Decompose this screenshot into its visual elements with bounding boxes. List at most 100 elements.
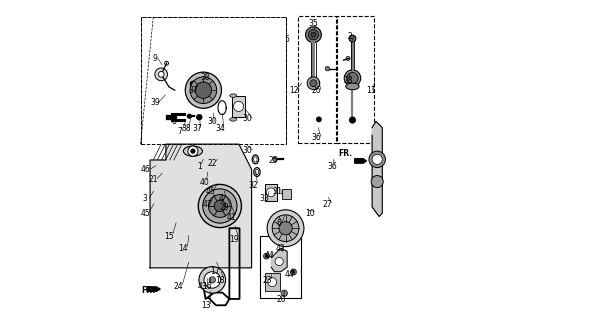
Text: 38: 38 <box>182 124 191 133</box>
Text: 20: 20 <box>277 295 287 304</box>
Circle shape <box>209 277 215 283</box>
Text: FR.: FR. <box>141 285 156 295</box>
Circle shape <box>279 221 292 235</box>
Bar <box>232 96 245 117</box>
Text: 12: 12 <box>289 86 299 95</box>
Circle shape <box>265 254 268 258</box>
Bar <box>282 188 291 199</box>
Text: 30: 30 <box>201 73 211 82</box>
Text: 35: 35 <box>308 19 318 28</box>
Bar <box>265 273 280 291</box>
Ellipse shape <box>230 94 237 97</box>
Text: 44: 44 <box>264 251 274 260</box>
Circle shape <box>233 101 244 111</box>
Circle shape <box>308 30 318 40</box>
Text: 11: 11 <box>366 86 375 95</box>
Circle shape <box>307 77 320 90</box>
Circle shape <box>190 81 196 87</box>
Text: 37: 37 <box>193 124 202 133</box>
Bar <box>140 17 287 144</box>
Text: 18: 18 <box>215 276 224 285</box>
Text: 23: 23 <box>263 276 272 285</box>
Text: 22: 22 <box>207 159 217 168</box>
Ellipse shape <box>230 118 237 121</box>
Text: 43: 43 <box>198 282 207 292</box>
Circle shape <box>371 176 383 188</box>
Ellipse shape <box>346 83 359 90</box>
Text: 5: 5 <box>284 35 289 44</box>
Circle shape <box>187 114 192 118</box>
Circle shape <box>185 72 221 108</box>
Text: 9: 9 <box>152 54 157 63</box>
Text: 30: 30 <box>242 114 252 123</box>
Circle shape <box>310 80 317 87</box>
Circle shape <box>325 67 330 71</box>
Bar <box>298 16 337 142</box>
Text: 7: 7 <box>178 127 183 136</box>
Text: 19: 19 <box>229 235 239 244</box>
Text: 29: 29 <box>220 203 230 212</box>
Circle shape <box>347 72 358 84</box>
Text: 25: 25 <box>269 156 279 164</box>
Text: 40: 40 <box>199 178 209 187</box>
Circle shape <box>214 200 226 212</box>
Text: 4: 4 <box>219 194 224 203</box>
Text: 32: 32 <box>249 181 258 190</box>
Circle shape <box>305 27 321 43</box>
Circle shape <box>281 290 288 296</box>
Text: 30: 30 <box>242 146 252 155</box>
Circle shape <box>190 77 217 104</box>
Circle shape <box>344 70 361 86</box>
Polygon shape <box>147 287 160 291</box>
Text: 6: 6 <box>276 219 281 228</box>
Text: 17: 17 <box>210 267 220 276</box>
Circle shape <box>272 215 299 242</box>
Circle shape <box>275 257 284 266</box>
Circle shape <box>372 154 382 164</box>
Circle shape <box>311 32 316 37</box>
Circle shape <box>267 210 304 247</box>
Text: 34: 34 <box>215 124 225 133</box>
Text: 10: 10 <box>305 209 315 219</box>
Circle shape <box>349 35 356 42</box>
Text: 33: 33 <box>259 194 269 203</box>
Circle shape <box>197 114 202 120</box>
Circle shape <box>195 82 211 99</box>
Polygon shape <box>150 144 252 268</box>
Circle shape <box>273 157 277 162</box>
Circle shape <box>369 151 385 168</box>
Circle shape <box>292 270 295 274</box>
Circle shape <box>188 146 198 156</box>
Text: 2: 2 <box>348 32 352 41</box>
Text: 3: 3 <box>143 194 148 203</box>
Text: 30: 30 <box>207 117 217 126</box>
Circle shape <box>204 272 220 288</box>
Text: 39: 39 <box>150 99 160 108</box>
Text: 26: 26 <box>312 86 321 95</box>
Text: 47: 47 <box>202 200 212 209</box>
Text: 44: 44 <box>285 270 295 279</box>
Text: 13: 13 <box>201 301 210 310</box>
Text: 14: 14 <box>179 244 188 253</box>
Text: FR.: FR. <box>338 149 352 158</box>
Bar <box>336 16 374 142</box>
Text: 45: 45 <box>205 187 215 196</box>
Circle shape <box>208 195 231 217</box>
Text: 36: 36 <box>327 162 337 171</box>
Text: 15: 15 <box>165 232 174 241</box>
Text: 42: 42 <box>275 244 285 253</box>
Text: 37: 37 <box>188 86 198 95</box>
Circle shape <box>191 149 195 153</box>
Polygon shape <box>355 159 366 163</box>
Circle shape <box>202 189 237 223</box>
Text: 46: 46 <box>140 165 150 174</box>
Text: 41: 41 <box>226 212 236 222</box>
Circle shape <box>155 68 168 81</box>
Circle shape <box>198 184 242 228</box>
Circle shape <box>199 267 226 293</box>
Bar <box>260 236 301 298</box>
Text: 31: 31 <box>272 187 282 196</box>
Text: 8: 8 <box>172 117 176 126</box>
Text: 21: 21 <box>149 174 158 184</box>
Text: 28: 28 <box>343 76 353 85</box>
